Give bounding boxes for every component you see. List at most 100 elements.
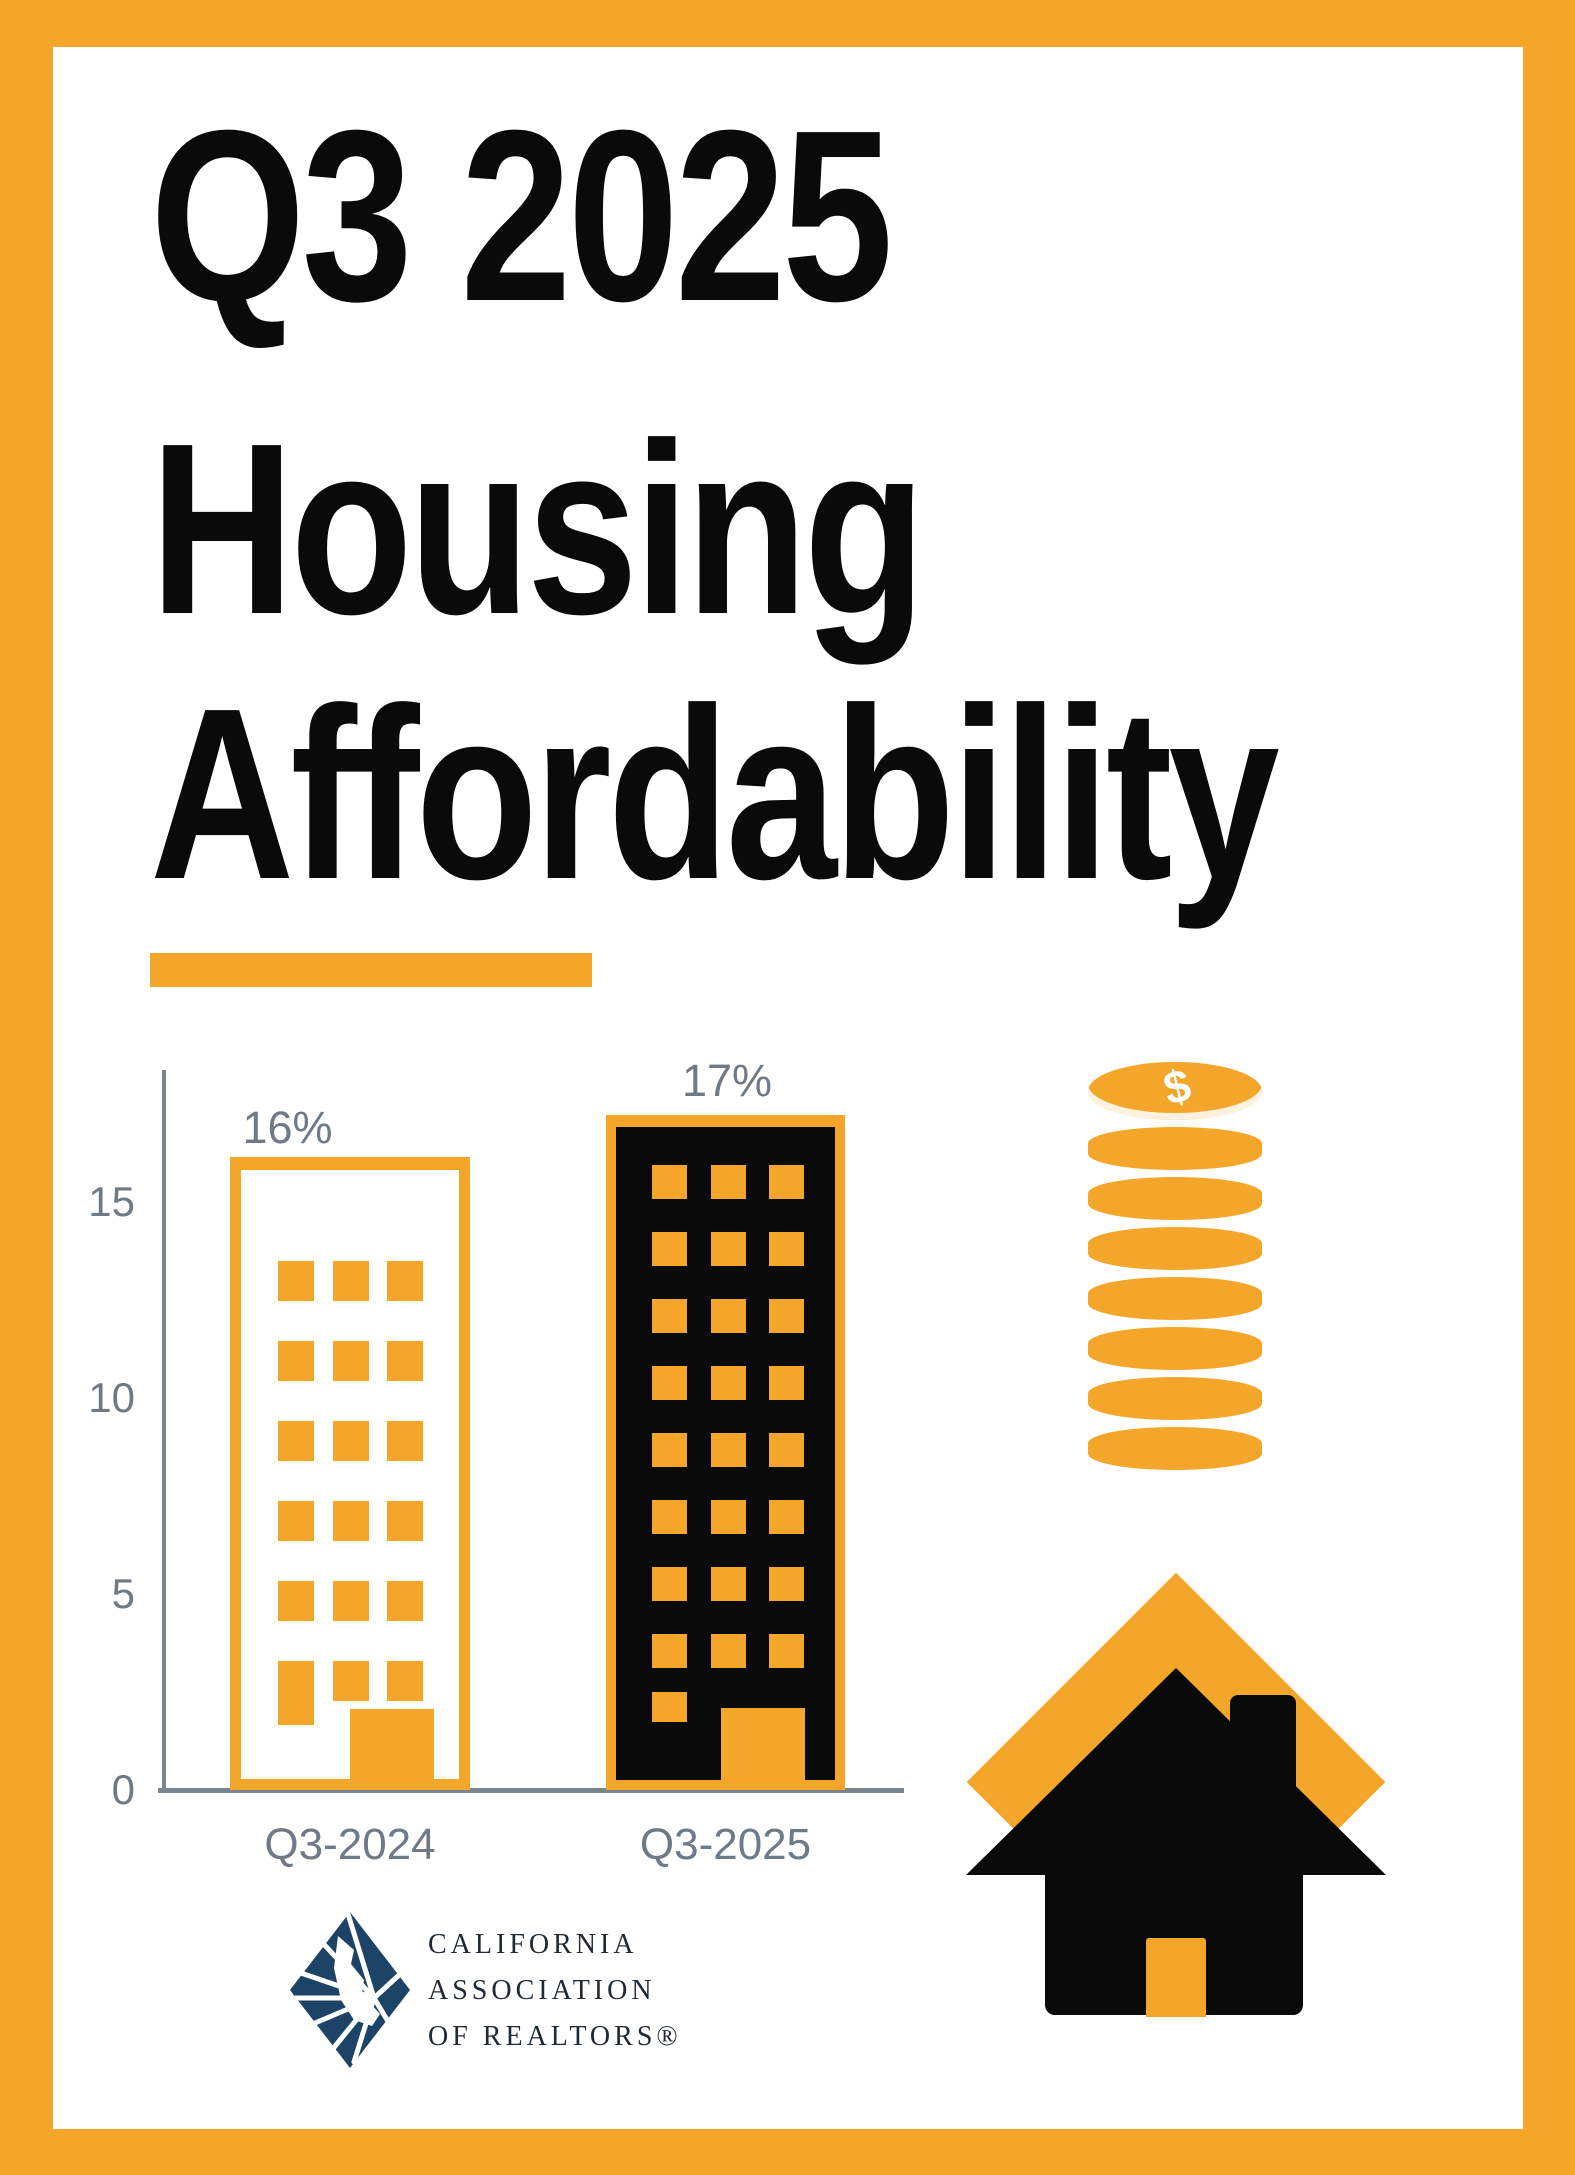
title-underline xyxy=(150,953,592,987)
building-window xyxy=(387,1501,423,1541)
house-roof xyxy=(966,1668,1386,1875)
building-window xyxy=(710,1567,746,1601)
x-axis-label-q3-2025: Q3-2025 xyxy=(639,1820,812,1869)
building-window xyxy=(387,1261,423,1301)
building-window xyxy=(332,1661,369,1701)
y-tick-5: 5 xyxy=(111,1570,135,1617)
building-window xyxy=(710,1433,746,1467)
building-window xyxy=(769,1634,804,1668)
car-logo-text: CALIFORNIA ASSOCIATION OF REALTORS® xyxy=(428,1922,682,2060)
bar-value-label-q3-2025: 17% xyxy=(681,1055,773,1106)
building-window-row xyxy=(616,1567,835,1601)
building-window-row xyxy=(616,1165,835,1199)
coin-top-face: $ xyxy=(1088,1058,1262,1120)
building-window xyxy=(278,1261,314,1301)
building-window xyxy=(652,1500,687,1534)
coin-stack-icon: $ xyxy=(1088,1058,1262,1470)
building-window xyxy=(769,1366,804,1400)
building-window xyxy=(710,1232,746,1266)
building-windows-q3-2024 xyxy=(241,1170,459,1779)
house-door xyxy=(1146,1938,1206,2017)
building-window xyxy=(387,1661,423,1701)
building-window xyxy=(710,1299,746,1333)
bar-building-q3-2024 xyxy=(230,1157,470,1790)
building-window xyxy=(332,1421,369,1461)
building-window xyxy=(710,1165,746,1199)
title-line-3: Affordability xyxy=(150,658,1280,931)
dollar-sign-icon: $ xyxy=(1158,1058,1196,1116)
title-line-1: Q3 2025 xyxy=(150,80,893,353)
building-windows-q3-2025 xyxy=(616,1127,835,1780)
house-chimney xyxy=(1230,1695,1296,1885)
building-window xyxy=(278,1341,314,1381)
building-window-row xyxy=(616,1634,835,1668)
building-window-row xyxy=(241,1421,459,1461)
building-window xyxy=(278,1421,314,1461)
building-window xyxy=(652,1299,687,1333)
building-window-row xyxy=(616,1433,835,1467)
house-icon xyxy=(950,1560,1400,2020)
coin-disc xyxy=(1088,1127,1262,1170)
building-window-row xyxy=(241,1261,459,1301)
coin-disc xyxy=(1088,1227,1262,1270)
building-door xyxy=(350,1709,434,1779)
building-window-row xyxy=(616,1299,835,1333)
title-line-2: Housing xyxy=(150,393,926,666)
building-window-row xyxy=(241,1661,459,1701)
building-window xyxy=(652,1567,687,1601)
building-window xyxy=(278,1501,314,1541)
building-window xyxy=(387,1341,423,1381)
building-window xyxy=(387,1581,423,1621)
coin-disc xyxy=(1088,1177,1262,1220)
building-window xyxy=(332,1581,369,1621)
building-half-window xyxy=(652,1692,687,1722)
bar-value-label-q3-2024: 16% xyxy=(242,1102,333,1153)
building-window xyxy=(710,1634,746,1668)
building-window-row xyxy=(241,1501,459,1541)
building-window xyxy=(769,1500,804,1534)
car-logo: CALIFORNIA ASSOCIATION OF REALTORS® xyxy=(288,1908,1048,2078)
building-window xyxy=(769,1567,804,1601)
car-logo-line-3: OF REALTORS® xyxy=(428,2021,682,2052)
car-logo-line-1: CALIFORNIA xyxy=(428,1929,638,1960)
building-window xyxy=(652,1433,687,1467)
y-tick-0: 0 xyxy=(111,1766,135,1813)
x-axis-line xyxy=(158,1788,904,1793)
building-window-row xyxy=(241,1581,459,1621)
y-tick-10: 10 xyxy=(88,1374,135,1421)
car-logo-line-2: ASSOCIATION xyxy=(428,1975,656,2006)
building-window xyxy=(332,1341,369,1381)
building-window-row xyxy=(616,1232,835,1266)
building-door xyxy=(721,1708,805,1780)
building-window xyxy=(278,1661,314,1701)
building-window xyxy=(769,1299,804,1333)
building-window xyxy=(769,1165,804,1199)
building-half-window xyxy=(278,1695,314,1725)
building-window xyxy=(652,1366,687,1400)
building-window xyxy=(710,1500,746,1534)
coin-disc xyxy=(1088,1277,1262,1320)
building-window xyxy=(710,1366,746,1400)
building-window-row xyxy=(616,1500,835,1534)
bar-building-q3-2025 xyxy=(606,1115,845,1790)
coin-disc xyxy=(1088,1377,1262,1420)
building-window xyxy=(652,1165,687,1199)
x-axis-label-q3-2024: Q3-2024 xyxy=(264,1820,436,1869)
y-tick-15: 15 xyxy=(88,1178,135,1225)
coin-disc xyxy=(1088,1427,1262,1470)
coin-disc xyxy=(1088,1327,1262,1370)
y-axis-line xyxy=(162,1070,166,1792)
building-window xyxy=(652,1232,687,1266)
building-window xyxy=(387,1421,423,1461)
building-window xyxy=(769,1433,804,1467)
building-window-row xyxy=(241,1341,459,1381)
building-window xyxy=(652,1634,687,1668)
car-logo-diamond-icon xyxy=(290,1911,410,2068)
building-window xyxy=(332,1261,369,1301)
building-window xyxy=(332,1501,369,1541)
building-window xyxy=(278,1581,314,1621)
building-window xyxy=(769,1232,804,1266)
california-silhouette xyxy=(334,1936,380,2026)
building-window-row xyxy=(616,1366,835,1400)
